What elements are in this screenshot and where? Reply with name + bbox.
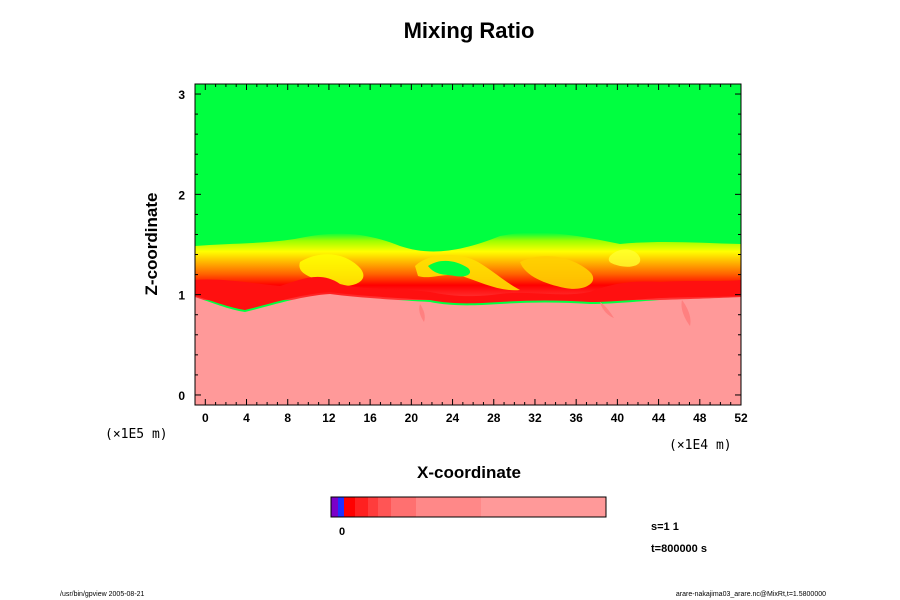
y-tick-label: 1: [178, 289, 185, 303]
colorbar-label: 0: [339, 526, 345, 538]
x-tick-label: 40: [611, 411, 625, 425]
colorbar-segment: [344, 497, 356, 517]
x-tick-label: 4: [243, 411, 250, 425]
time-annotation: t=800000 s: [651, 543, 707, 555]
colorbar-segment: [378, 497, 392, 517]
x-tick-label: 36: [569, 411, 583, 425]
plot-frame: [194, 83, 742, 406]
x-tick-label: 16: [363, 411, 377, 425]
colorbar-segment: [416, 497, 482, 517]
lower-region: [195, 294, 741, 405]
x-tick-label: 52: [734, 411, 748, 425]
x-axis-label: X-coordinate: [417, 463, 521, 482]
x-axis: 0 4 8 12 16 20 24 28 32 36 40 44 48 52: [202, 84, 748, 425]
swirl-structure: [520, 256, 594, 289]
footer-right: arare-nakajima03_arare.nc@MixRt,t=1.5800…: [676, 591, 826, 598]
colorbar-segment: [355, 497, 369, 517]
step-annotation: s=1 1: [651, 521, 679, 533]
y-scale-label: (×1E5 m): [105, 427, 168, 442]
colorbar-frame: [330, 496, 607, 518]
x-tick-label: 0: [202, 411, 209, 425]
y-axis-label: Z-coordinate: [142, 193, 161, 296]
x-scale-label: (×1E4 m): [669, 438, 732, 453]
colorbar-segment: [481, 497, 607, 517]
swirl-structure: [608, 249, 641, 267]
red-layer: [195, 276, 741, 310]
y-tick-label: 0: [178, 389, 185, 403]
x-tick-label: 32: [528, 411, 542, 425]
y-tick-label: 3: [178, 88, 185, 102]
x-tick-label: 24: [446, 411, 460, 425]
x-tick-label: 12: [322, 411, 336, 425]
x-tick-label: 20: [405, 411, 419, 425]
footer-left: /usr/bin/gpview 2005-08-21: [60, 591, 145, 598]
colorbar-segment: [338, 497, 345, 517]
colorbar-segment: [331, 497, 339, 517]
y-axis: 0 1 2 3: [178, 88, 741, 403]
x-tick-label: 44: [652, 411, 666, 425]
x-tick-label: 8: [284, 411, 291, 425]
colorbar-segment: [368, 497, 379, 517]
colorbar: [331, 497, 607, 517]
y-tick-label: 2: [178, 188, 185, 202]
colorbar-segment: [391, 497, 417, 517]
wisp: [600, 302, 614, 318]
wisp: [419, 304, 425, 322]
x-tick-label: 48: [693, 411, 707, 425]
heatmap-field: [195, 84, 741, 405]
swirl-structure: [428, 260, 471, 277]
chart-title: Mixing Ratio: [404, 18, 535, 43]
wisp: [681, 300, 691, 326]
x-tick-label: 28: [487, 411, 501, 425]
